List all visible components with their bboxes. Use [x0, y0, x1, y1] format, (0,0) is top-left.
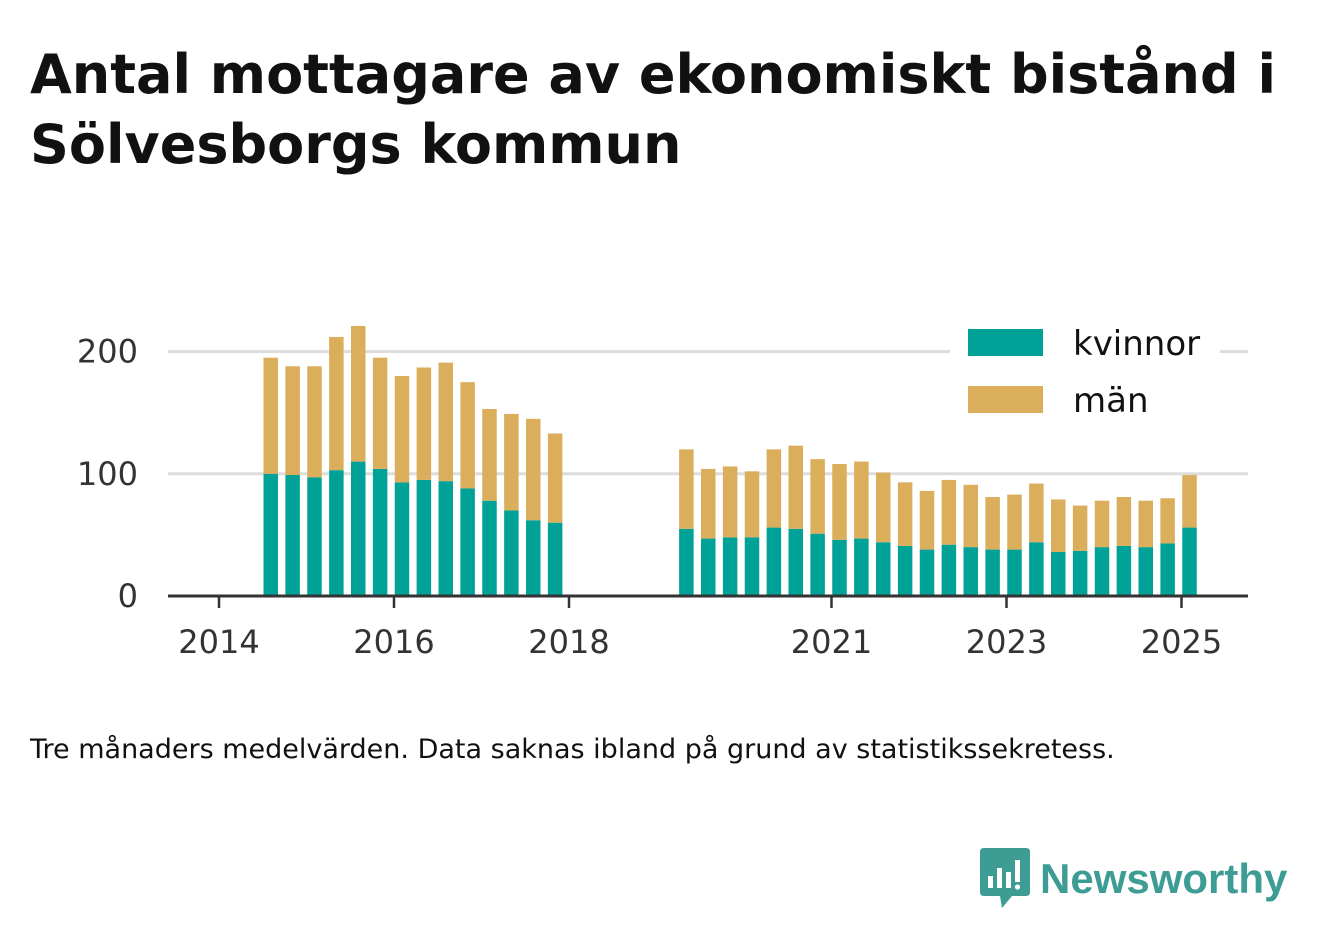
brand-name: Newsworthy	[1040, 855, 1288, 902]
x-tick-label: 2025	[1141, 623, 1222, 661]
bars-group	[263, 325, 1197, 596]
bar-man	[810, 459, 825, 534]
legend-swatch-man	[968, 386, 1043, 413]
legend: kvinnor män	[950, 316, 1220, 432]
bar-man	[701, 468, 716, 539]
y-tick-label: 200	[77, 333, 138, 371]
bar-kvinnor	[1051, 552, 1066, 596]
bar-kvinnor	[919, 549, 935, 596]
bar-man	[854, 461, 869, 539]
bar-kvinnor	[679, 528, 694, 596]
bar-man	[788, 445, 803, 529]
bar-man	[460, 382, 475, 489]
bar-kvinnor	[438, 481, 453, 596]
bar-kvinnor	[351, 461, 366, 596]
x-tick-label: 2021	[791, 623, 872, 661]
bar-kvinnor	[744, 537, 760, 596]
chart-title: Antal mottagare av ekonomiskt bistånd i …	[30, 43, 1276, 176]
bar-man	[372, 357, 388, 469]
bar-kvinnor	[394, 482, 410, 596]
bar-man	[985, 497, 1000, 550]
bar-kvinnor	[307, 477, 322, 596]
bar-chart-speech-bubble-icon	[980, 848, 1030, 908]
bar-man	[1116, 497, 1132, 546]
bar-man	[438, 362, 453, 482]
bar-man	[722, 466, 738, 538]
x-tick-label: 2016	[353, 623, 434, 661]
bar-man	[394, 376, 410, 483]
bar-man	[963, 484, 978, 548]
bar-man	[744, 471, 760, 538]
legend-label-kvinnor: kvinnor	[1073, 324, 1200, 364]
bar-kvinnor	[547, 522, 563, 596]
bar-kvinnor	[285, 475, 300, 596]
bar-man	[526, 418, 541, 521]
bar-kvinnor	[876, 542, 891, 596]
bar-man	[1029, 483, 1044, 543]
footnote: Tre månaders medelvärden. Data saknas ib…	[30, 734, 1115, 765]
y-tick-label: 100	[77, 455, 138, 493]
bar-kvinnor	[372, 468, 388, 596]
bar-kvinnor	[963, 547, 978, 596]
x-tick-label: 2014	[178, 623, 259, 661]
bar-kvinnor	[1072, 550, 1088, 596]
bar-kvinnor	[897, 545, 913, 596]
x-tick-label: 2018	[528, 623, 609, 661]
bar-man	[832, 464, 847, 540]
bar-man	[876, 472, 891, 543]
bar-man	[897, 482, 913, 546]
x-tick-label: 2023	[966, 623, 1047, 661]
legend-label-man: män	[1073, 381, 1149, 421]
bar-man	[1007, 494, 1022, 550]
axes-group: 0 100 200 2014 2016 2018 2021 2023 2025	[77, 333, 1248, 661]
bar-man	[919, 490, 935, 550]
bar-kvinnor	[941, 544, 957, 596]
bar-kvinnor	[810, 533, 825, 596]
bar-kvinnor	[1116, 545, 1132, 596]
bar-kvinnor	[504, 510, 519, 596]
bar-man	[1160, 498, 1175, 544]
bar-kvinnor	[985, 549, 1000, 596]
bar-kvinnor	[329, 470, 344, 596]
bar-kvinnor	[263, 473, 278, 596]
bar-kvinnor	[1029, 542, 1044, 596]
bar-kvinnor	[1160, 543, 1175, 596]
bar-kvinnor	[460, 488, 475, 596]
bar-kvinnor	[788, 528, 803, 596]
bar-kvinnor	[766, 527, 782, 596]
y-tick-label: 0	[118, 577, 138, 615]
bar-man	[351, 325, 366, 462]
bar-kvinnor	[1138, 547, 1153, 596]
bar-man	[1094, 500, 1110, 548]
bar-man	[307, 366, 322, 478]
bar-kvinnor	[482, 500, 497, 596]
bar-kvinnor	[1094, 547, 1110, 596]
bar-kvinnor	[416, 479, 432, 596]
bar-kvinnor	[1182, 527, 1197, 596]
bar-kvinnor	[526, 520, 541, 596]
bar-man	[766, 449, 782, 528]
bar-man	[416, 367, 432, 480]
bar-kvinnor	[701, 538, 716, 596]
legend-swatch-kvinnor	[968, 329, 1043, 356]
brand-logo: Newsworthy	[980, 848, 1287, 910]
bar-kvinnor	[722, 537, 738, 596]
bar-man	[1051, 499, 1066, 553]
bar-kvinnor	[854, 538, 869, 596]
stacked-bar-chart: 0 100 200 2014 2016 2018 2021 2023 2025 kvinnor …	[76, 316, 1248, 661]
bar-man	[263, 357, 278, 474]
bar-man	[482, 409, 497, 501]
bar-man	[941, 479, 957, 545]
bar-man	[1182, 475, 1197, 528]
bar-man	[547, 433, 563, 523]
bar-man	[329, 336, 344, 471]
bar-man	[504, 413, 519, 511]
bar-kvinnor	[832, 539, 847, 596]
bar-man	[1138, 500, 1153, 548]
bar-kvinnor	[1007, 549, 1022, 596]
bar-man	[1072, 505, 1088, 551]
bar-man	[679, 449, 694, 529]
bar-man	[285, 366, 300, 476]
